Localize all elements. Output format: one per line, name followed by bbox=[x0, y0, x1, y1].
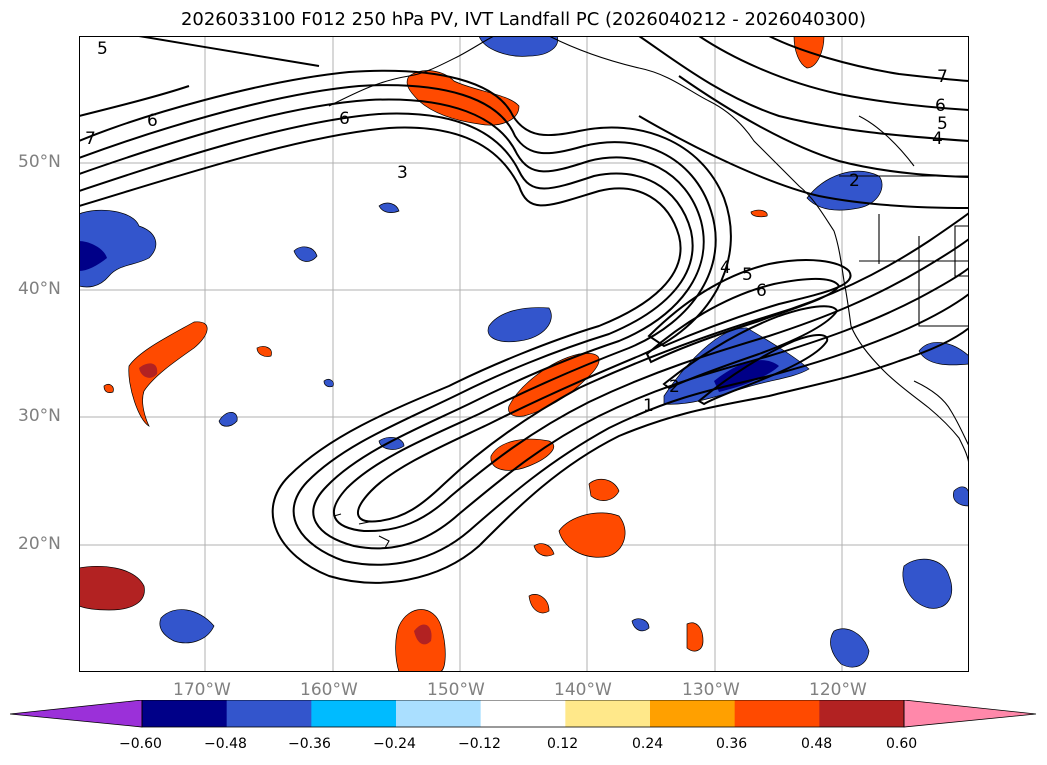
colorbar bbox=[10, 700, 1037, 728]
colorbar-tick-label: 0.24 bbox=[632, 736, 664, 752]
colorbar-tick-label: 0.36 bbox=[716, 736, 748, 752]
plot-title: 2026033100 F012 250 hPa PV, IVT Landfall… bbox=[180, 9, 867, 30]
pv-blob-gulf bbox=[478, 36, 559, 57]
contour-label: 1 bbox=[643, 396, 654, 416]
colorbar-frame bbox=[141, 700, 905, 728]
contour-label: 2 bbox=[849, 171, 860, 191]
pv-blob-west-core bbox=[79, 241, 107, 271]
contour-label: 4 bbox=[932, 129, 943, 149]
pv-blob-w1 bbox=[128, 321, 208, 427]
colorbar-tick-label: 0.12 bbox=[547, 736, 579, 752]
colorbar-segment bbox=[142, 700, 228, 727]
lon-label: 150°W bbox=[427, 680, 485, 700]
contour-label: 7 bbox=[937, 67, 948, 87]
lat-label: 30°N bbox=[18, 406, 61, 426]
contour-label-group: 5 6 7 6 3 7 6 5 4 2 4 5 6 1 2 bbox=[85, 39, 948, 416]
pv-blob-mid bbox=[487, 307, 552, 343]
pv-blob-s4 bbox=[533, 543, 555, 557]
contour-label: 6 bbox=[756, 281, 767, 301]
pv-blob-small5 bbox=[631, 618, 650, 632]
contour-label: 6 bbox=[339, 109, 350, 129]
contour-label: 5 bbox=[937, 114, 948, 134]
pv-blob-cal-core bbox=[714, 360, 779, 392]
contour-label: 7 bbox=[85, 129, 96, 149]
lat-label: 50°N bbox=[18, 152, 61, 172]
pv-blob-s3 bbox=[588, 478, 620, 501]
colorbar-segment bbox=[819, 700, 905, 727]
pv-blob-vancouver bbox=[806, 170, 883, 211]
contour-label: 2 bbox=[669, 377, 680, 397]
colorbar-tick-label: −0.60 bbox=[119, 736, 162, 752]
colorbar-tick-label: 0.60 bbox=[886, 736, 918, 752]
colorbar-tick-label: −0.24 bbox=[373, 736, 416, 752]
pv-blob-mid-s bbox=[490, 438, 555, 471]
contour-label: 6 bbox=[935, 96, 946, 116]
map-frame bbox=[79, 36, 969, 672]
pv-blob-se2 bbox=[830, 628, 870, 668]
lat-label: 20°N bbox=[18, 534, 61, 554]
lon-label: 120°W bbox=[809, 680, 867, 700]
pv-blob-small10 bbox=[750, 209, 768, 218]
colorbar-tick-label: −0.12 bbox=[458, 736, 501, 752]
colorbar-segment bbox=[734, 700, 820, 727]
colorbar-segment bbox=[311, 700, 397, 727]
pv-blob-small3 bbox=[378, 437, 405, 450]
pv-blob-s2 bbox=[558, 512, 626, 558]
pv-blob-sw-big bbox=[79, 566, 145, 611]
colorbar-segment bbox=[565, 700, 651, 727]
lat-label: 40°N bbox=[18, 279, 61, 299]
pv-blob-w1-core bbox=[139, 363, 158, 378]
pv-blob-s5 bbox=[528, 594, 550, 614]
pv-blob-small1 bbox=[293, 246, 318, 262]
pv-blob-se bbox=[902, 558, 953, 609]
pv-blob-baja bbox=[918, 342, 969, 366]
pv-blob-small7 bbox=[323, 379, 334, 388]
pv-blob-sw bbox=[159, 609, 215, 644]
lon-label: 130°W bbox=[682, 680, 740, 700]
pv-blob-s1-core bbox=[414, 624, 432, 645]
pv-blob-small4 bbox=[953, 486, 969, 507]
pv-blob-small9 bbox=[103, 384, 114, 393]
colorbar-segment bbox=[396, 700, 482, 727]
lon-label: 140°W bbox=[554, 680, 612, 700]
lon-label: 170°W bbox=[173, 680, 231, 700]
pv-blob-s6 bbox=[686, 622, 704, 652]
colorbar-tick-label: 0.48 bbox=[801, 736, 833, 752]
colorbar-segment bbox=[650, 700, 736, 727]
contour-label: 3 bbox=[397, 163, 408, 183]
contour-label: 6 bbox=[147, 111, 158, 131]
pv-blob-small6 bbox=[378, 202, 400, 213]
contour-label: 4 bbox=[720, 258, 731, 278]
contour-label: 5 bbox=[742, 265, 753, 285]
pv-blob-small8 bbox=[256, 346, 272, 357]
colorbar-segment bbox=[226, 700, 312, 727]
contour-lines bbox=[79, 36, 969, 584]
map-panel: 5 6 7 6 3 7 6 5 4 2 4 5 6 1 2 bbox=[79, 36, 969, 672]
coastline bbox=[328, 36, 969, 549]
lon-label: 160°W bbox=[300, 680, 358, 700]
colorbar-tick-label: −0.36 bbox=[288, 736, 331, 752]
colorbar-extend-right bbox=[903, 700, 1037, 728]
contour-label: 5 bbox=[97, 39, 108, 59]
colorbar-segment bbox=[480, 700, 566, 727]
colorbar-segments bbox=[142, 700, 905, 727]
colorbar-extend-left bbox=[10, 700, 143, 728]
pv-blob-west bbox=[79, 209, 157, 288]
colorbar-tick-label: −0.48 bbox=[204, 736, 247, 752]
pv-blob-small2 bbox=[218, 412, 238, 427]
